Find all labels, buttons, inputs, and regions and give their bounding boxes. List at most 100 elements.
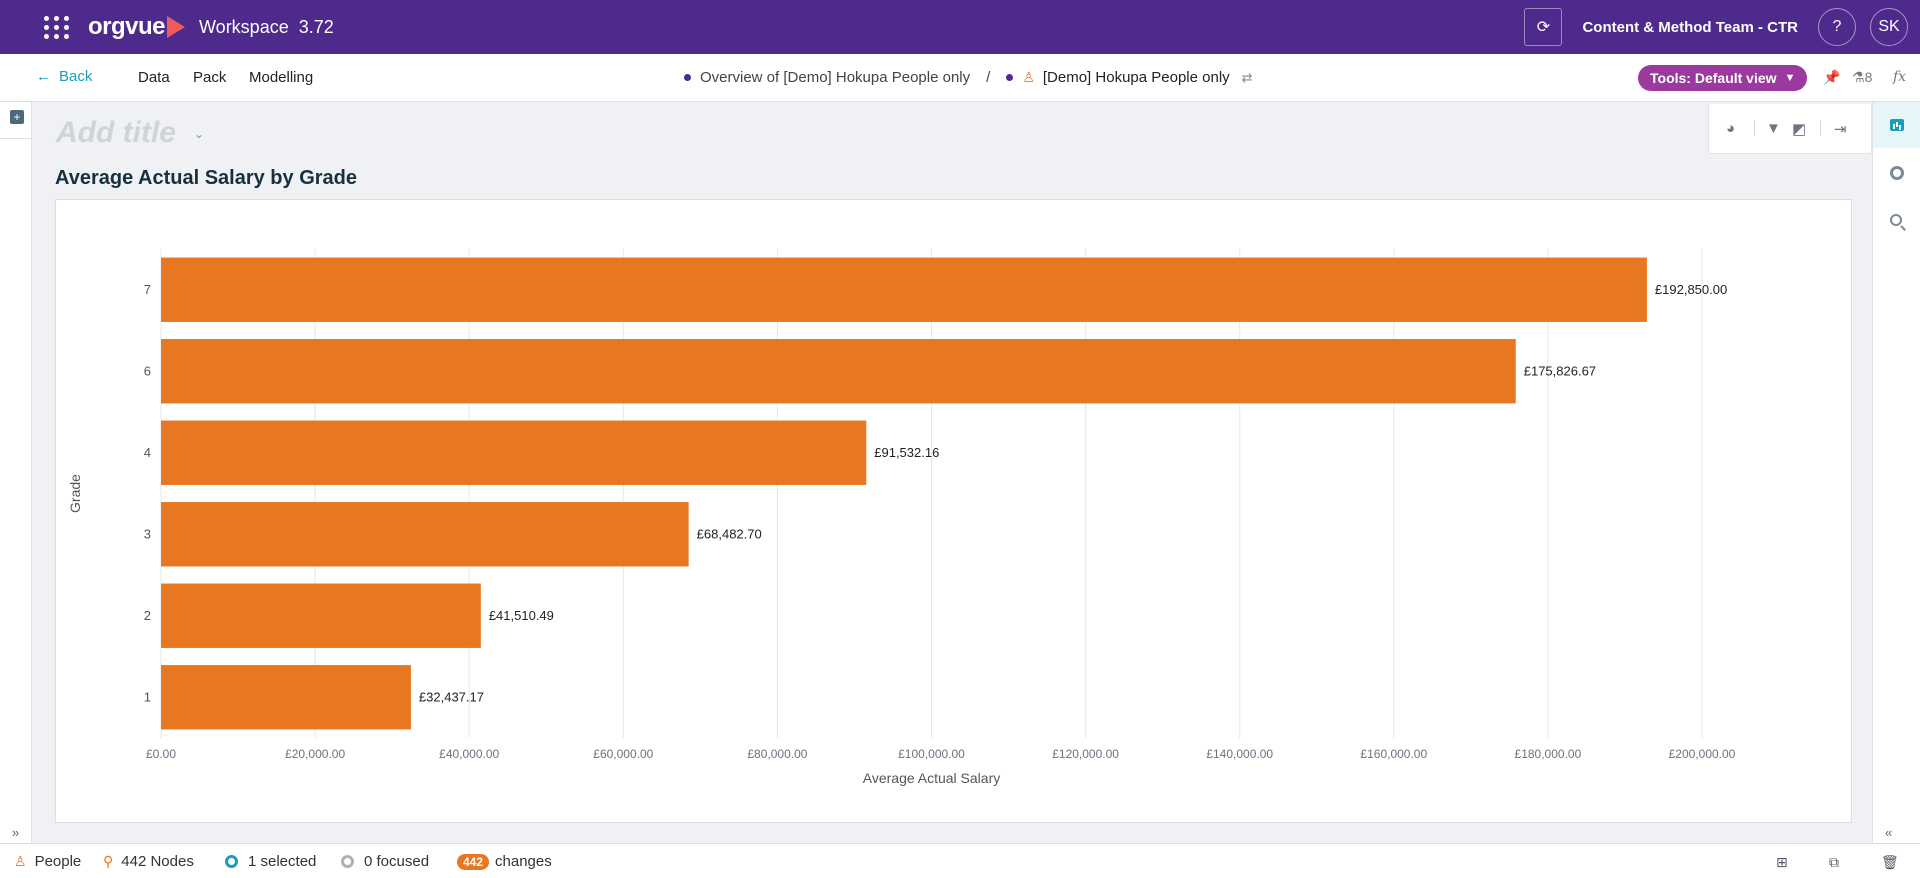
x-tick-label: £100,000.00 bbox=[898, 747, 965, 761]
y-tick-label: 7 bbox=[144, 282, 151, 297]
layers-icon[interactable]: ◩ bbox=[1792, 121, 1807, 138]
add-icon[interactable]: ⊞ bbox=[1776, 854, 1788, 870]
person-icon: ♙ bbox=[1022, 69, 1035, 85]
y-tick-label: 4 bbox=[144, 445, 151, 460]
status-selected[interactable]: 1 selected bbox=[225, 853, 316, 870]
data-label: £41,510.49 bbox=[489, 608, 554, 623]
status-bar: ♙ People ⚲ 442 Nodes 1 selected 0 focuse… bbox=[0, 843, 1920, 878]
search-icon[interactable] bbox=[1890, 214, 1902, 226]
bar-chart: £0.00 £20,000.00 £40,000.00 £60,000.00 £80,0… bbox=[67, 249, 1736, 786]
export-icon[interactable]: ⇥ bbox=[1834, 121, 1847, 138]
dot-icon bbox=[684, 74, 691, 81]
breadcrumb-overview[interactable]: Overview of [Demo] Hokupa People only bbox=[700, 69, 971, 86]
x-axis-title: Average Actual Salary bbox=[863, 770, 1001, 786]
sync-button[interactable]: ⟳ bbox=[1524, 8, 1563, 46]
tools-view-dropdown[interactable]: Tools: Default view ▼ bbox=[1638, 65, 1808, 91]
nodes-icon: ⚲ bbox=[103, 853, 114, 869]
focused-icon bbox=[341, 855, 354, 868]
data-label: £175,826.67 bbox=[1524, 363, 1596, 378]
focused-label: 0 focused bbox=[364, 853, 430, 870]
nodes-label: 442 Nodes bbox=[121, 853, 194, 870]
brand-name: orgvue bbox=[88, 13, 166, 40]
sync-icon: ⟳ bbox=[1536, 19, 1551, 36]
right-rail bbox=[1872, 102, 1920, 843]
brand-logo[interactable]: orgvue bbox=[88, 13, 186, 41]
bar-grade-3[interactable] bbox=[161, 502, 689, 567]
bar-grade-4[interactable] bbox=[161, 420, 867, 485]
plus-icon: + bbox=[13, 110, 21, 124]
chart-title: Average Actual Salary by Grade bbox=[55, 167, 357, 189]
flask-counter[interactable]: ⚗8 bbox=[1852, 69, 1872, 86]
status-dataset[interactable]: ♙ People bbox=[14, 853, 81, 870]
add-title-input[interactable]: Add title bbox=[56, 116, 176, 149]
pin-icon[interactable]: 📌 bbox=[1823, 69, 1841, 85]
bar-grade-2[interactable] bbox=[161, 583, 481, 648]
x-tick-label: £160,000.00 bbox=[1360, 747, 1427, 761]
nav-item-data[interactable]: Data bbox=[138, 69, 170, 86]
x-tick-label: £140,000.00 bbox=[1206, 747, 1273, 761]
tab-chart[interactable] bbox=[1873, 102, 1920, 148]
divider bbox=[1754, 120, 1755, 136]
nav-item-pack[interactable]: Pack bbox=[193, 69, 227, 86]
breadcrumb-dataset[interactable]: [Demo] Hokupa People only bbox=[1042, 69, 1230, 86]
palette-icon[interactable]: ◕ bbox=[1726, 120, 1736, 137]
x-tick-label: £40,000.00 bbox=[439, 747, 499, 761]
selected-icon bbox=[225, 855, 238, 868]
left-rail: + bbox=[0, 102, 32, 843]
data-label: £192,850.00 bbox=[1655, 282, 1727, 297]
data-label: £91,532.16 bbox=[874, 445, 939, 460]
y-tick-label: 1 bbox=[144, 689, 151, 704]
selected-label: 1 selected bbox=[248, 853, 317, 870]
circle-icon[interactable] bbox=[1890, 166, 1904, 180]
x-tick-label: £80,000.00 bbox=[747, 747, 807, 761]
team-selector[interactable]: Content & Method Team - CTR bbox=[1582, 18, 1798, 36]
bar-grade-7[interactable] bbox=[161, 257, 1647, 322]
back-label: Back bbox=[59, 68, 93, 85]
divider bbox=[0, 138, 32, 139]
flask-count: 8 bbox=[1864, 69, 1873, 85]
swap-icon[interactable]: ⇄ bbox=[1241, 69, 1253, 85]
nav-item-modelling[interactable]: Modelling bbox=[249, 69, 314, 86]
flask-icon: ⚗ bbox=[1852, 69, 1865, 85]
workspace-label: Workspace bbox=[199, 16, 289, 37]
expand-left-icon[interactable]: » bbox=[12, 825, 20, 840]
status-changes[interactable]: 442 changes bbox=[457, 853, 552, 870]
bar-grade-6[interactable] bbox=[161, 339, 1516, 404]
app-launcher-icon[interactable] bbox=[42, 12, 72, 42]
x-tick-label: £0.00 bbox=[146, 747, 176, 761]
formula-icon[interactable]: fx bbox=[1893, 69, 1907, 85]
nav-bar: ← Back Data Pack Modelling Overview of [… bbox=[0, 54, 1920, 102]
breadcrumb-separator: / bbox=[986, 69, 991, 86]
changes-label: changes bbox=[495, 853, 552, 870]
divider bbox=[1820, 120, 1821, 136]
y-tick-label: 6 bbox=[144, 363, 151, 378]
breadcrumb: Overview of [Demo] Hokupa People only / … bbox=[684, 69, 1253, 86]
collapse-right-icon[interactable]: « bbox=[1885, 825, 1893, 840]
duplicate-icon[interactable]: ⧉ bbox=[1829, 854, 1839, 870]
dot-icon bbox=[1006, 74, 1014, 81]
status-focused[interactable]: 0 focused bbox=[341, 853, 429, 870]
trash-icon[interactable]: 🗑 bbox=[1881, 854, 1899, 870]
y-tick-label: 2 bbox=[144, 608, 151, 623]
changes-badge: 442 bbox=[457, 853, 490, 870]
status-nodes[interactable]: ⚲ 442 Nodes bbox=[103, 853, 194, 870]
y-tick-label: 3 bbox=[144, 526, 151, 541]
data-label: £32,437.17 bbox=[419, 689, 484, 704]
y-axis-title: Grade bbox=[67, 474, 83, 513]
back-button[interactable]: ← Back bbox=[36, 68, 92, 85]
chart-panel: £0.00 £20,000.00 £40,000.00 £60,000.00 £80,0… bbox=[55, 199, 1852, 823]
chevron-down-icon[interactable]: ⌄ bbox=[194, 127, 205, 141]
dataset-label: People bbox=[34, 853, 82, 870]
add-panel-button[interactable]: + bbox=[10, 110, 24, 124]
chart-tools: ◕ ▼ ◩ ⇥ bbox=[1708, 104, 1872, 154]
arrow-left-icon: ← bbox=[36, 68, 51, 85]
bar-grade-1[interactable] bbox=[161, 665, 411, 730]
x-tick-label: £20,000.00 bbox=[285, 747, 345, 761]
brand-mark-icon bbox=[167, 16, 186, 38]
help-button[interactable]: ? bbox=[1818, 8, 1856, 46]
person-icon: ♙ bbox=[14, 853, 27, 869]
avatar[interactable]: SK bbox=[1870, 8, 1908, 46]
bar-chart-icon bbox=[1890, 119, 1904, 131]
filter-icon[interactable]: ▼ bbox=[1766, 120, 1781, 137]
x-tick-label: £180,000.00 bbox=[1515, 747, 1582, 761]
